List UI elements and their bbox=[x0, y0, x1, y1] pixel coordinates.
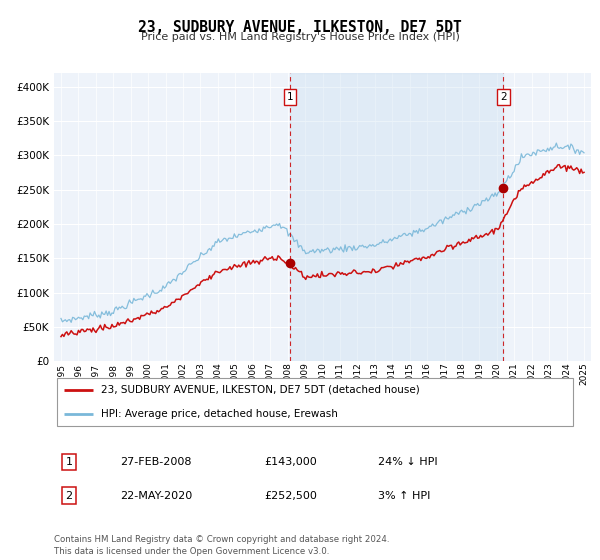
Text: 3% ↑ HPI: 3% ↑ HPI bbox=[378, 491, 430, 501]
Text: 23, SUDBURY AVENUE, ILKESTON, DE7 5DT: 23, SUDBURY AVENUE, ILKESTON, DE7 5DT bbox=[138, 20, 462, 35]
Text: £143,000: £143,000 bbox=[264, 457, 317, 467]
Text: 27-FEB-2008: 27-FEB-2008 bbox=[120, 457, 191, 467]
Text: 23, SUDBURY AVENUE, ILKESTON, DE7 5DT (detached house): 23, SUDBURY AVENUE, ILKESTON, DE7 5DT (d… bbox=[101, 385, 420, 395]
Text: £252,500: £252,500 bbox=[264, 491, 317, 501]
Text: Contains HM Land Registry data © Crown copyright and database right 2024.
This d: Contains HM Land Registry data © Crown c… bbox=[54, 535, 389, 556]
Text: 1: 1 bbox=[65, 457, 73, 467]
FancyBboxPatch shape bbox=[56, 378, 574, 426]
Text: Price paid vs. HM Land Registry's House Price Index (HPI): Price paid vs. HM Land Registry's House … bbox=[140, 32, 460, 43]
Text: 1: 1 bbox=[286, 92, 293, 102]
Text: 22-MAY-2020: 22-MAY-2020 bbox=[120, 491, 192, 501]
Text: 2: 2 bbox=[500, 92, 507, 102]
Text: HPI: Average price, detached house, Erewash: HPI: Average price, detached house, Erew… bbox=[101, 409, 338, 419]
Text: 24% ↓ HPI: 24% ↓ HPI bbox=[378, 457, 437, 467]
Bar bbox=[290, 73, 503, 361]
Text: 2: 2 bbox=[65, 491, 73, 501]
